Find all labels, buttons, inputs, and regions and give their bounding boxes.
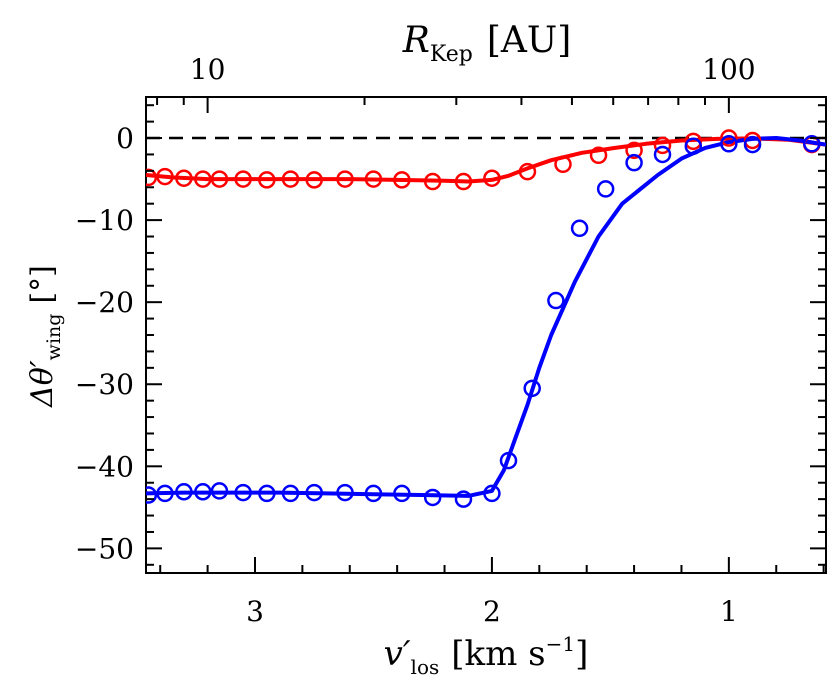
series-0-point [234,170,252,188]
series-1-point [336,483,354,502]
series-0-point [175,169,193,187]
series-0-point [423,172,442,191]
series-0-point [393,171,411,189]
series-0-point [364,170,383,188]
y-axis-label-units: [°] [25,265,60,303]
y-axis-label-sub: wing [43,314,65,361]
series-0-point [194,170,212,188]
series-1-point [146,486,158,504]
series-1-point [483,484,501,503]
series-1-point [499,451,518,470]
series-1-point [305,483,323,502]
series-group [146,129,826,508]
series-1-point [281,484,300,503]
series-1-point [625,153,643,172]
top-tick-label: 10 [190,53,226,86]
y-axis-label-main: Δθ′ [25,360,60,408]
series-1-point [684,137,703,155]
top-axis-label-units: [AU] [487,20,571,61]
series-1-point [423,488,442,507]
series-0-model-line [146,136,826,184]
series-1-point [175,483,193,501]
top-axis-label: RKep [AU] [402,20,572,67]
series-layer [146,129,826,508]
series-1-point [803,135,821,153]
series-1-point [743,135,762,154]
series-1-point [653,145,672,164]
series-1-point [194,483,212,501]
x-tick-label: 3 [246,595,264,628]
top-tick-label: 100 [702,53,755,86]
y-tick-label: −10 [75,204,134,237]
x-axis-label-sub: los [411,655,440,677]
x-axis-label-units: [km s [451,634,545,674]
plot-border [145,96,827,574]
series-0-point [518,162,537,181]
series-1-point [393,484,411,503]
series-0-point [653,136,672,155]
tick-layer: 3 2 1 10 100 0 −10 −20 −30 −40 −50 [75,53,826,628]
x-tick-label: 1 [720,595,738,628]
x-axis-label-close: ] [575,634,588,674]
series-1-point [547,291,565,310]
series-0-point [684,132,703,151]
y-tick-label: −20 [75,286,134,319]
series-1-point [523,379,541,398]
x-axis-label-main: v′ [384,634,411,674]
series-0-point [720,129,738,147]
y-tick-label: 0 [116,122,134,155]
series-1-point [570,219,589,238]
series-1-point [258,484,276,503]
y-tick-label: −30 [75,368,134,401]
series-1-point [720,135,738,153]
series-0-point [483,169,501,187]
series-0-point [625,141,643,160]
series-1-point [364,484,383,503]
series-1-point [210,482,229,500]
series-0-point [589,146,608,165]
series-0-point [336,170,354,188]
plot-frame [145,96,827,574]
top-axis-label-main: R [402,20,430,61]
series-0-point [210,170,229,188]
x-axis-label-exp: −1 [546,632,575,656]
series-1-point [596,180,615,198]
series-1-model-line [146,136,826,498]
series-0-point [281,170,300,188]
x-axis-label: v′los [km s−1] [384,632,589,677]
series-1-point [454,490,473,508]
series-0-point [305,171,323,189]
x-tick-label: 2 [483,595,501,628]
series-1-point [156,484,174,503]
series-0-point [554,155,572,174]
y-axis-label: Δθ′wing [°] [25,265,65,408]
series-0-point [454,172,473,191]
top-axis-label-sub: Kep [430,42,473,67]
series-0-point [156,167,174,186]
y-tick-label: −50 [75,532,134,565]
series-0-point [258,171,276,189]
series-1-point [234,483,252,502]
y-tick-label: −40 [75,450,134,483]
